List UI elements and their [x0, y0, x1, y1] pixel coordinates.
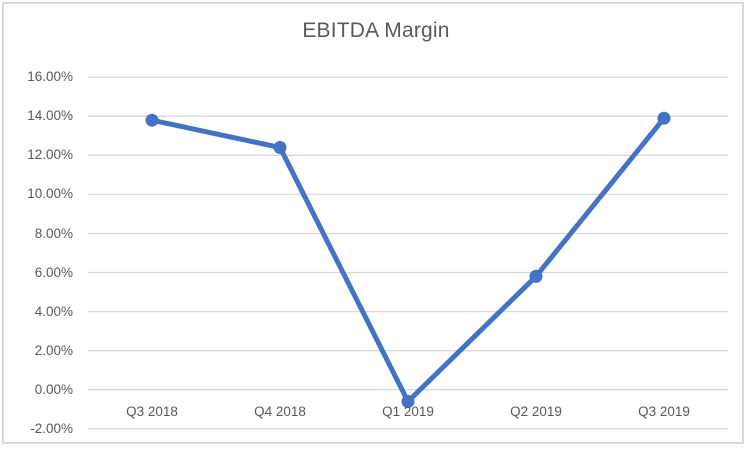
data-point-marker — [401, 395, 415, 408]
data-point-marker — [273, 141, 287, 154]
y-tick-label: 16.00% — [27, 69, 73, 85]
data-point-marker — [657, 111, 671, 125]
chart-frame — [2, 2, 744, 444]
x-tick-label: Q2 2019 — [510, 404, 562, 419]
y-tick-label: 12.00% — [27, 147, 73, 163]
y-tick-label: 2.00% — [34, 342, 73, 358]
chart-title: EBITDA Margin — [302, 19, 450, 42]
y-tick-label: 4.00% — [34, 303, 73, 319]
series-line — [149, 115, 667, 404]
y-tick-label: 6.00% — [34, 264, 73, 280]
y-tick-label: 8.00% — [34, 225, 73, 241]
y-tick-label: 10.00% — [27, 186, 73, 202]
x-tick-label: Q3 2019 — [638, 404, 690, 419]
data-point-marker — [529, 269, 543, 283]
y-tick-label: 0.00% — [34, 381, 73, 397]
y-tick-label: 14.00% — [27, 108, 73, 124]
x-tick-label: Q1 2019 — [382, 404, 434, 419]
y-tick-label: -2.00% — [30, 420, 73, 436]
x-tick-label: Q4 2018 — [254, 404, 306, 419]
data-point-marker — [145, 113, 159, 127]
x-tick-label: Q3 2018 — [126, 404, 178, 419]
